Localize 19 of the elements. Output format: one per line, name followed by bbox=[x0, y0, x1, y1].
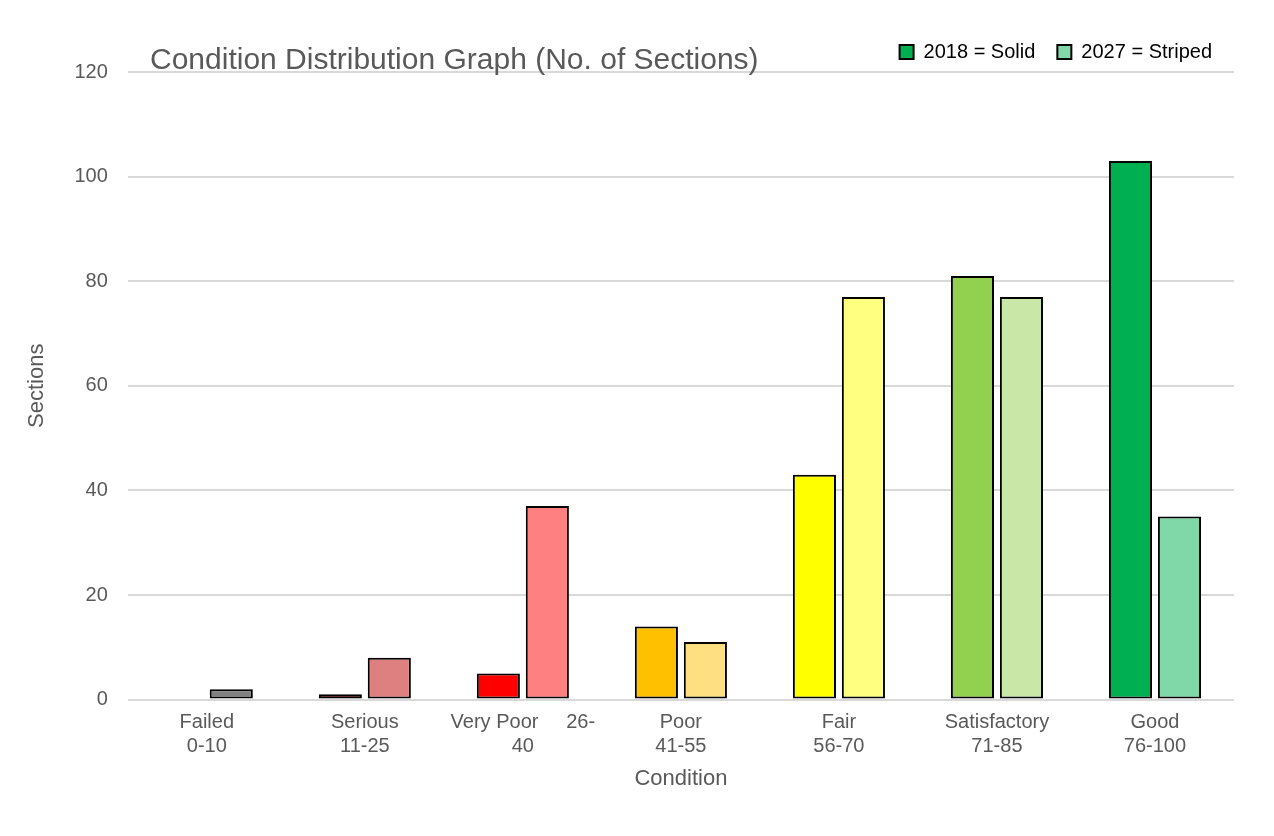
x-tick-label: Very Poor 26- 40 bbox=[450, 710, 596, 757]
x-tick-label: Fair 56-70 bbox=[813, 710, 865, 757]
y-tick-label: 0 bbox=[96, 687, 108, 710]
legend-label: 2027 = Striped bbox=[1081, 39, 1212, 62]
x-axis-title: Condition bbox=[634, 764, 728, 790]
y-axis-title: Sections bbox=[23, 343, 49, 428]
y-tick-label: 100 bbox=[74, 164, 108, 187]
chart-title: Condition Distribution Graph (No. of Sections) bbox=[150, 42, 759, 76]
y-tick-label: 40 bbox=[85, 477, 108, 500]
y-tick-label: 120 bbox=[74, 59, 108, 82]
x-tick-label: Satisfactory 71-85 bbox=[944, 710, 1050, 757]
x-tick-label: Good 76-100 bbox=[1123, 710, 1187, 757]
y-tick-label: 20 bbox=[85, 582, 108, 605]
y-tick-label: 60 bbox=[85, 373, 108, 396]
x-tick-label: Failed 0-10 bbox=[179, 710, 235, 757]
x-tick-label: Serious 11-25 bbox=[330, 710, 399, 757]
y-tick-label: 80 bbox=[85, 268, 108, 291]
legend-label: 2018 = Solid bbox=[923, 39, 1036, 62]
x-tick-label: Poor 41-55 bbox=[655, 710, 707, 757]
